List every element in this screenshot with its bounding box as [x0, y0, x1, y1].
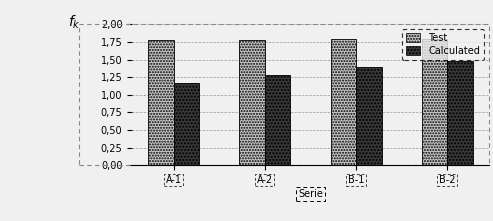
X-axis label: Serie: Serie — [298, 189, 323, 199]
Bar — [356, 67, 382, 165]
Bar — [330, 39, 356, 165]
Bar — [174, 83, 199, 165]
Bar — [148, 40, 174, 165]
Bar — [447, 61, 473, 165]
Bar — [265, 75, 290, 165]
Legend: Test, Calculated: Test, Calculated — [402, 29, 484, 60]
Text: $f_k$: $f_k$ — [68, 13, 81, 30]
Bar — [78, 24, 489, 165]
Bar — [422, 39, 447, 165]
Bar — [240, 40, 265, 165]
